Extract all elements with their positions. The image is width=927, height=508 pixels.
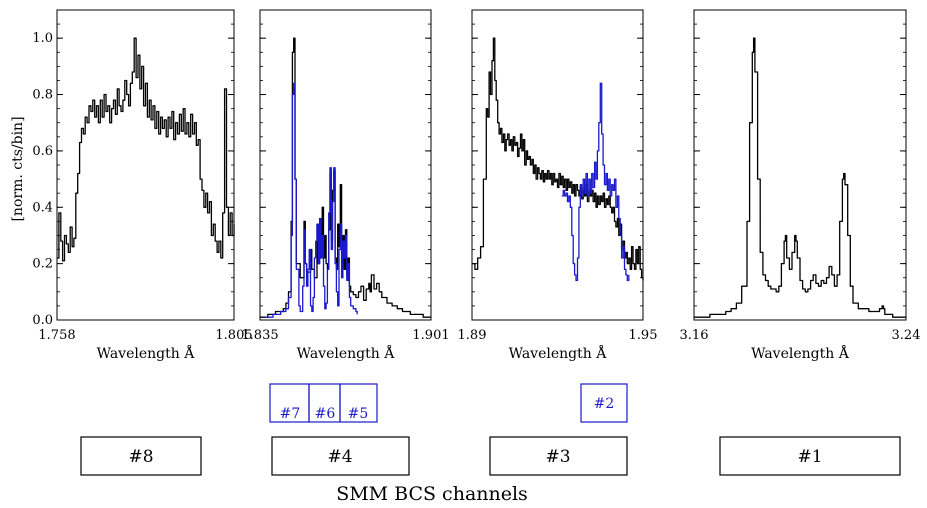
x-tick-label: 1.95 xyxy=(629,328,658,343)
sub-box-7-label: #7 xyxy=(280,406,301,422)
x-tick-label: 3.16 xyxy=(680,328,709,343)
channel-box-3 xyxy=(489,436,628,476)
channel-box-4 xyxy=(271,436,410,476)
x-axis-label: Wavelength Å xyxy=(97,344,196,362)
sub-box-6-label: #6 xyxy=(315,406,336,422)
x-tick-label: 1.835 xyxy=(241,328,278,343)
y-tick-label: 0.8 xyxy=(32,88,53,103)
spectrum-line-observed xyxy=(57,37,235,262)
y-axis-label: [norm. cts/bin] xyxy=(10,116,26,221)
channel-box-1 xyxy=(719,436,901,476)
y-tick-label: 0.0 xyxy=(32,313,53,328)
sub-box-2-label: #2 xyxy=(594,396,615,412)
x-tick-label: 1.758 xyxy=(38,328,75,343)
x-tick-label: 1.89 xyxy=(458,328,487,343)
channel-boxes: #8 #4 #3 #1 xyxy=(80,436,901,476)
x-axis-label: Wavelength Å xyxy=(751,344,850,362)
spectrum-line-overlay xyxy=(265,82,358,318)
sub-channel-boxes: #7 #6 #5 #2 xyxy=(269,383,628,423)
channel-box-8-label: #8 xyxy=(128,447,153,467)
channel-box-3-label: #3 xyxy=(545,447,570,467)
spectrum-panel-2: 1.835 1.901 Wavelength Å xyxy=(241,9,450,362)
spectrum-line-observed xyxy=(472,37,644,281)
x-axis-label: Wavelength Å xyxy=(509,344,608,362)
y-tick-label: 0.4 xyxy=(32,200,53,215)
x-tick-label: 1.901 xyxy=(412,328,449,343)
plot-frame xyxy=(56,9,235,321)
plot-frame xyxy=(259,9,432,321)
x-axis-label: Wavelength Å xyxy=(297,344,396,362)
spectra-panels: 0.0 0.2 0.4 0.6 0.8 1.0 1.758 1.805 Wavelength Å… xyxy=(32,9,921,362)
sub-box-2 xyxy=(580,383,628,423)
x-tick-label: 3.24 xyxy=(892,328,921,343)
spectrum-panel-3: 1.89 1.95 Wavelength Å xyxy=(458,9,658,362)
y-tick-label: 0.2 xyxy=(32,257,53,272)
sub-box-5-label: #5 xyxy=(348,406,369,422)
spectrum-line-observed xyxy=(694,37,906,318)
spectrum-panel-1: 0.0 0.2 0.4 0.6 0.8 1.0 1.758 1.805 Wavelength Å xyxy=(32,9,253,362)
channel-box-1-label: #1 xyxy=(797,447,822,467)
spectrum-line-observed xyxy=(260,37,431,318)
sub-box-5 xyxy=(339,383,378,423)
spectrum-panel-4: 3.16 3.24 Wavelength Å xyxy=(680,9,921,362)
y-tick-label: 1.0 xyxy=(32,31,53,46)
spectrum-line-overlay xyxy=(561,82,630,282)
figure-caption: SMM BCS channels xyxy=(336,483,528,505)
channel-box-4-label: #4 xyxy=(327,447,352,467)
channel-box-8 xyxy=(80,436,202,476)
plot-frame xyxy=(471,9,644,321)
y-tick-label: 0.6 xyxy=(32,144,53,159)
x-tick-label: 1.805 xyxy=(215,328,252,343)
